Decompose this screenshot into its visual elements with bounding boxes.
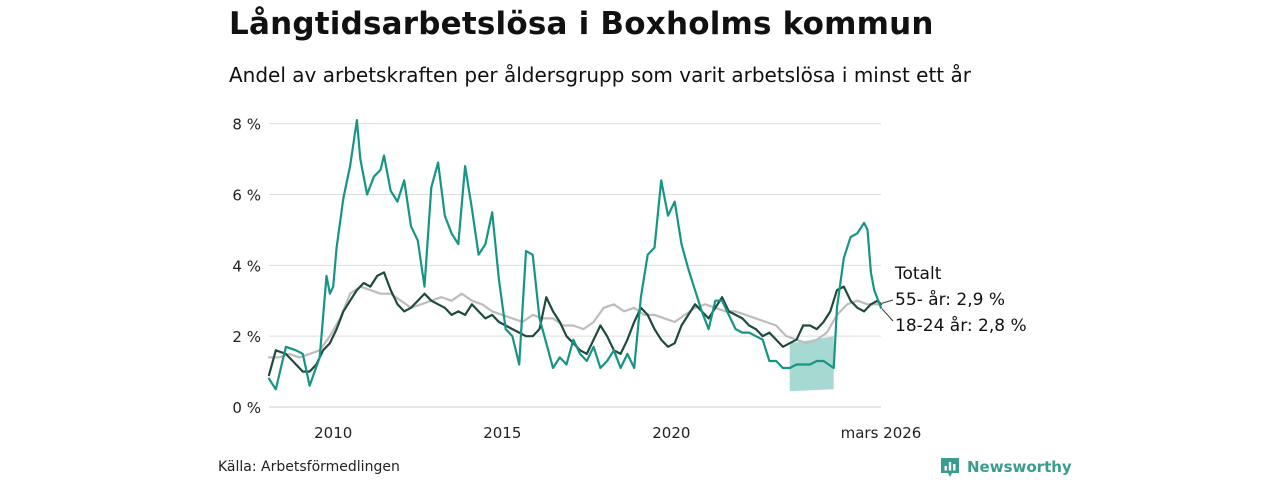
x-tick-label: 2010 <box>314 424 352 442</box>
grid-layer <box>269 123 881 408</box>
brand-name: Newsworthy <box>967 458 1072 476</box>
x-axis: 2010 2015 2020 mars 2026 <box>314 424 921 442</box>
series-line-18-24 <box>267 118 883 391</box>
series-line-totalt <box>267 285 883 359</box>
y-axis: 0 % 2 % 4 % 6 % 8 % <box>232 116 261 417</box>
series-line-55 <box>267 271 883 377</box>
newsworthy-logo-icon <box>941 458 959 477</box>
chart-subtitle: Andel av arbetskraften per åldersgrupp s… <box>229 63 971 87</box>
x-tick-label: 2015 <box>483 424 521 442</box>
series-label-55: 55- år: 2,9 % <box>895 289 1005 310</box>
y-tick-label: 2 % <box>232 328 261 346</box>
y-tick-label: 6 % <box>232 186 261 204</box>
series-layer <box>267 118 883 391</box>
y-tick-label: 8 % <box>232 116 261 134</box>
x-tick-label: mars 2026 <box>841 424 922 442</box>
series-label-totalt: Totalt <box>894 264 942 284</box>
label-leader-lines <box>881 299 894 322</box>
brand-logo: Newsworthy <box>939 456 1072 478</box>
source-note: Källa: Arbetsförmedlingen <box>218 459 400 475</box>
line-chart: 0 % 2 % 4 % 6 % 8 % 2010 2015 2020 mars 2026 To… <box>232 116 1027 442</box>
chart-title: Långtidsarbetslösa i Boxholms kommun <box>229 6 934 42</box>
x-tick-label: 2020 <box>652 424 690 442</box>
y-tick-label: 4 % <box>232 257 261 275</box>
series-label-layer: Totalt 55- år: 2,9 % 18-24 år: 2,8 % <box>881 264 1027 336</box>
y-tick-label: 0 % <box>232 399 261 417</box>
series-label-18-24: 18-24 år: 2,8 % <box>895 315 1027 336</box>
